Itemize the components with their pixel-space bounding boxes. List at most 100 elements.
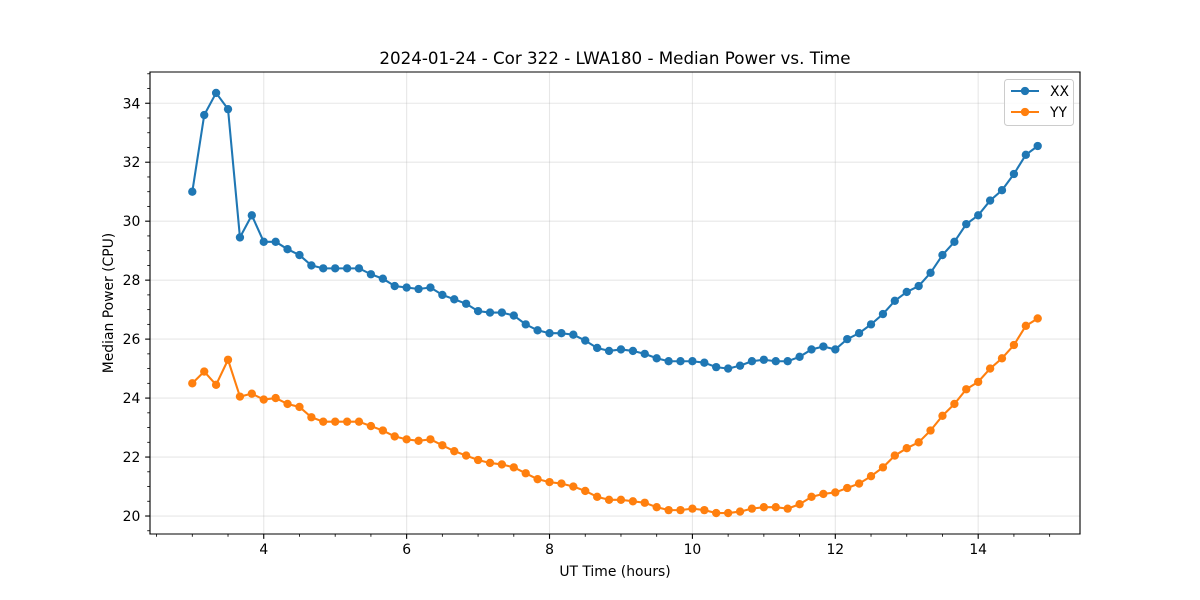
yy-point-60 bbox=[902, 444, 911, 453]
y-tick-label: 22 bbox=[123, 450, 141, 466]
yy-point-37 bbox=[628, 497, 638, 506]
yy-point-40 bbox=[664, 505, 673, 515]
tick-layer: 4 6 8 10 12 14 20 22 24 26 28 30 32 34 bbox=[123, 73, 1051, 558]
xx-point-56 bbox=[854, 329, 864, 338]
xx-point-31 bbox=[557, 329, 566, 338]
legend-entry-yy: YY bbox=[1011, 105, 1067, 121]
xx-point-44 bbox=[712, 362, 721, 372]
xx-point-19 bbox=[414, 284, 423, 294]
xx-point-69 bbox=[1009, 169, 1019, 179]
xx-point-47 bbox=[747, 357, 757, 366]
xx-point-0 bbox=[188, 187, 197, 196]
x-tick-label: 4 bbox=[259, 542, 268, 558]
yy-point-42 bbox=[688, 504, 697, 513]
yy-point-5 bbox=[247, 389, 256, 398]
yy-point-16 bbox=[378, 426, 388, 435]
xx-point-35 bbox=[604, 346, 614, 356]
yy-point-69 bbox=[1009, 340, 1019, 350]
xx-point-27 bbox=[509, 311, 518, 320]
yy-point-67 bbox=[985, 364, 995, 373]
x-tick-label: 8 bbox=[545, 542, 554, 558]
xx-point-55 bbox=[843, 334, 852, 344]
yy-point-55 bbox=[843, 483, 852, 493]
y-tick-label: 24 bbox=[123, 391, 141, 407]
xx-point-66 bbox=[974, 211, 983, 220]
yy-point-53 bbox=[819, 489, 828, 499]
yy-point-71 bbox=[1033, 314, 1042, 323]
xx-point-58 bbox=[878, 309, 888, 319]
xx-point-3 bbox=[223, 104, 233, 114]
xx-point-21 bbox=[438, 290, 447, 300]
yy-point-29 bbox=[533, 474, 542, 484]
y-tick-label: 28 bbox=[123, 273, 141, 289]
xx-point-57 bbox=[866, 320, 876, 329]
xx-point-61 bbox=[914, 281, 923, 291]
xx-point-22 bbox=[450, 295, 459, 304]
yy-point-21 bbox=[438, 441, 447, 450]
yy-point-1 bbox=[200, 367, 209, 376]
yy-point-36 bbox=[616, 495, 626, 504]
xx-point-70 bbox=[1021, 150, 1031, 160]
yy-point-31 bbox=[557, 479, 566, 488]
xx-point-28 bbox=[521, 320, 530, 329]
yy-point-61 bbox=[914, 438, 923, 447]
xx-point-25 bbox=[485, 308, 495, 317]
xx-point-68 bbox=[997, 186, 1007, 195]
xx-point-49 bbox=[771, 357, 780, 366]
legend: XX YY bbox=[1004, 79, 1074, 126]
legend-label-yy: YY bbox=[1049, 105, 1067, 121]
yy-point-68 bbox=[997, 354, 1007, 363]
xx-point-41 bbox=[676, 357, 685, 366]
xx-point-23 bbox=[461, 299, 471, 308]
yy-point-52 bbox=[807, 492, 816, 502]
xx-point-8 bbox=[283, 245, 292, 254]
xx-point-45 bbox=[723, 364, 733, 373]
plot-area bbox=[150, 72, 1080, 534]
yy-point-57 bbox=[866, 472, 876, 481]
yy-point-30 bbox=[545, 477, 554, 487]
series-layer bbox=[188, 88, 1042, 518]
yy-point-6 bbox=[259, 395, 268, 404]
yy-point-26 bbox=[497, 460, 507, 469]
xx-point-50 bbox=[783, 357, 792, 366]
yy-point-43 bbox=[700, 505, 709, 515]
yy-point-59 bbox=[890, 451, 899, 460]
legend-entry-xx: XX bbox=[1011, 84, 1070, 100]
yy-point-39 bbox=[652, 503, 661, 512]
yy-point-56 bbox=[854, 479, 864, 488]
xx-point-43 bbox=[700, 358, 709, 367]
xx-point-15 bbox=[366, 270, 376, 279]
x-axis-label: UT Time (hours) bbox=[559, 564, 670, 580]
yy-point-13 bbox=[342, 417, 352, 426]
yy-point-65 bbox=[962, 385, 971, 394]
y-axis-label: Median Power (CPU) bbox=[101, 233, 117, 373]
xx-point-62 bbox=[926, 268, 935, 277]
yy-point-32 bbox=[569, 482, 578, 491]
yy-point-22 bbox=[450, 446, 459, 456]
yy-point-48 bbox=[759, 503, 769, 512]
legend-marker-yy bbox=[1020, 107, 1030, 117]
yy-point-10 bbox=[307, 413, 316, 422]
yy-point-34 bbox=[593, 492, 602, 502]
yy-point-64 bbox=[950, 399, 959, 409]
yy-point-49 bbox=[771, 503, 780, 512]
xx-point-53 bbox=[819, 342, 828, 351]
xx-point-39 bbox=[652, 354, 661, 363]
yy-point-23 bbox=[461, 451, 471, 460]
xx-point-7 bbox=[271, 237, 280, 246]
yy-point-44 bbox=[712, 508, 721, 518]
yy-point-50 bbox=[783, 504, 792, 513]
yy-point-54 bbox=[831, 488, 840, 497]
xx-point-48 bbox=[759, 355, 769, 364]
y-tick-label: 34 bbox=[123, 96, 141, 112]
yy-point-11 bbox=[319, 417, 328, 426]
yy-point-25 bbox=[485, 458, 495, 468]
xx-point-30 bbox=[545, 329, 554, 338]
xx-point-37 bbox=[628, 346, 638, 356]
xx-point-51 bbox=[795, 352, 804, 361]
yy-point-38 bbox=[640, 498, 649, 507]
yy-point-70 bbox=[1021, 321, 1031, 331]
legend-marker-xx bbox=[1020, 86, 1030, 96]
xx-point-17 bbox=[390, 281, 399, 291]
